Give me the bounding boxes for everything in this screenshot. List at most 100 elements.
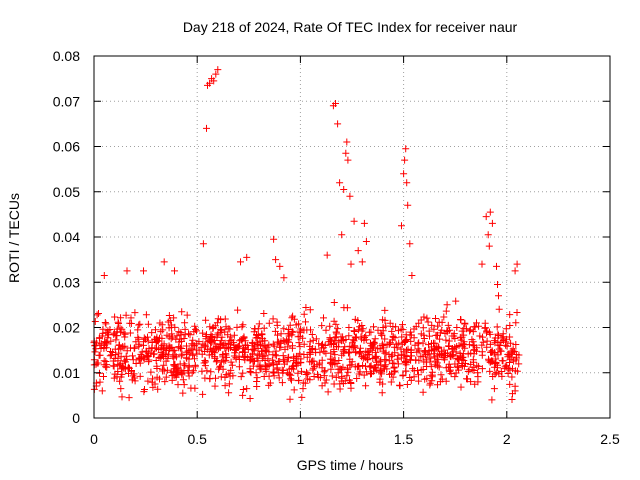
data-point	[345, 348, 353, 356]
data-point	[138, 348, 146, 356]
data-point	[508, 373, 516, 381]
data-point	[122, 311, 130, 319]
data-point	[332, 320, 340, 328]
data-point	[490, 363, 498, 371]
data-point	[420, 335, 428, 342]
data-point	[376, 368, 384, 376]
data-point	[402, 145, 410, 153]
data-point	[91, 342, 99, 350]
data-point	[393, 355, 401, 363]
data-point	[145, 358, 153, 366]
data-point	[140, 267, 147, 275]
data-point	[387, 378, 395, 386]
data-point	[412, 356, 420, 364]
data-point	[511, 387, 519, 395]
data-point	[160, 345, 168, 353]
data-point	[370, 323, 377, 331]
data-point	[370, 338, 378, 346]
data-point	[299, 385, 307, 393]
data-point	[515, 360, 523, 368]
data-point	[382, 361, 390, 369]
data-point	[302, 318, 309, 326]
x-tick-label: 1	[297, 431, 305, 447]
data-point	[485, 357, 493, 365]
data-point	[214, 345, 222, 353]
data-point	[214, 66, 222, 74]
data-point	[379, 380, 387, 388]
data-point	[330, 380, 338, 388]
data-point	[172, 353, 180, 361]
data-point	[391, 349, 399, 357]
data-point	[354, 247, 362, 255]
data-point	[180, 367, 188, 374]
data-point	[403, 179, 411, 187]
data-point	[152, 338, 160, 346]
data-point	[506, 333, 514, 341]
data-point	[467, 360, 475, 368]
data-point	[201, 357, 209, 364]
data-point	[247, 369, 255, 377]
data-point	[402, 336, 410, 344]
data-point	[386, 370, 393, 378]
data-point	[355, 350, 363, 358]
data-point	[438, 318, 446, 326]
data-point	[211, 340, 219, 348]
data-point	[381, 362, 389, 370]
data-point	[119, 363, 127, 371]
data-point	[433, 352, 441, 360]
data-point	[176, 360, 184, 368]
data-point	[118, 325, 126, 333]
data-point	[321, 367, 329, 375]
data-point	[295, 320, 303, 328]
data-point	[330, 348, 338, 356]
data-point	[410, 373, 418, 381]
data-point	[211, 353, 219, 361]
data-point	[259, 347, 267, 355]
data-point	[371, 335, 379, 343]
data-point	[250, 345, 258, 353]
data-point	[306, 348, 314, 356]
data-point	[354, 326, 362, 334]
data-point	[452, 348, 460, 356]
data-point	[465, 341, 473, 349]
data-point	[269, 351, 277, 359]
data-point	[134, 333, 142, 341]
data-point	[469, 338, 477, 346]
data-point	[473, 362, 481, 370]
data-point	[117, 385, 125, 393]
data-point	[474, 369, 482, 377]
data-point	[174, 381, 182, 389]
data-point	[406, 240, 414, 248]
data-point	[120, 329, 128, 337]
data-point	[246, 395, 254, 402]
data-point	[440, 313, 448, 321]
data-point	[152, 357, 160, 364]
data-point	[364, 349, 372, 357]
data-point	[320, 347, 328, 355]
data-point	[320, 314, 327, 322]
data-point	[306, 306, 314, 314]
data-point	[212, 70, 220, 78]
data-point	[304, 370, 312, 378]
data-point	[202, 358, 209, 366]
x-axis-label: GPS time / hours	[297, 457, 404, 473]
data-point	[495, 345, 503, 353]
data-point	[351, 334, 359, 342]
data-point	[91, 348, 99, 356]
data-point	[350, 217, 358, 225]
data-point	[483, 337, 491, 345]
data-point	[428, 321, 436, 329]
data-point	[289, 342, 296, 350]
data-point	[239, 391, 247, 399]
data-point	[338, 231, 346, 239]
data-point	[382, 349, 390, 357]
data-point	[492, 369, 500, 377]
data-point	[401, 351, 409, 359]
data-point	[161, 378, 169, 386]
data-point	[453, 355, 461, 363]
data-point	[110, 374, 118, 382]
data-point	[125, 370, 132, 377]
data-point	[490, 385, 498, 393]
data-point	[493, 262, 500, 270]
